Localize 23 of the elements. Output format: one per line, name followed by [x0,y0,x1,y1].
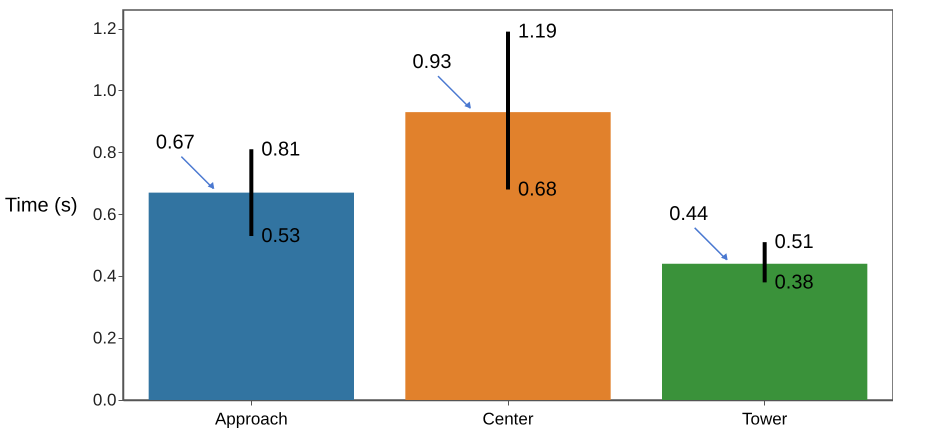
annotation: 0.81 [261,138,300,160]
y-tick-label: 0.8 [92,142,116,162]
data-label: 0.93 [412,51,452,74]
y-tick-label: 0.6 [92,204,116,224]
bar [405,112,611,400]
annotation: 0.53 [261,224,300,247]
annotation: 0.51 [774,231,814,254]
y-tick-label: 0.2 [92,328,116,348]
x-tick-label: Approach [214,410,288,428]
annotation: 0.68 [518,178,557,201]
data-label: 0.67 [156,132,195,154]
x-tick-label: Tower [742,410,788,428]
y-tick-label: 0.0 [92,390,116,410]
data-label: 0.44 [669,202,708,225]
y-tick-label: 0.4 [92,266,116,286]
annotation: 1.19 [518,20,557,43]
bar [662,264,868,400]
bar [148,192,354,400]
y-axis-title: Time (s) [4,194,78,216]
y-tick-label: 1.2 [92,19,116,38]
x-tick-label: Center [482,410,534,428]
y-tick-label: 1.0 [92,80,116,100]
annotation: 0.38 [774,271,814,294]
